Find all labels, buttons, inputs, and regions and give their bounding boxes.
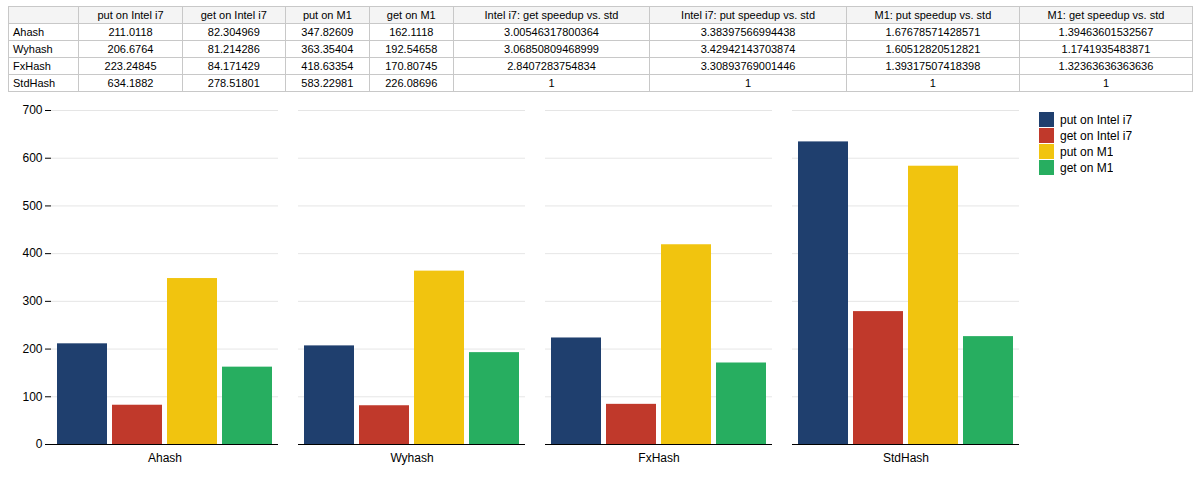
html-text:M1: put speedup vs. std: M1: put speedup vs. std [874, 9, 992, 21]
html-text:206.6764: 206.6764 [107, 43, 154, 55]
html-text:1.39463601532567: 1.39463601532567 [1058, 26, 1154, 38]
html-text:put on Intel i7: put on Intel i7 [97, 9, 164, 21]
html-text:1: 1 [745, 77, 752, 89]
html-text:1: 1 [929, 77, 936, 89]
html-text:583.22981: 583.22981 [301, 77, 354, 89]
html-text:put on Intel i7: put on Intel i7 [1060, 112, 1133, 127]
html-text:3.30893769001446: 3.30893769001446 [700, 60, 796, 72]
html-text:82.304969: 82.304969 [207, 26, 260, 38]
html-text:192.54658: 192.54658 [385, 43, 438, 55]
html-text:FxHash: FxHash [13, 60, 51, 72]
svg-text:600: 600 [22, 151, 42, 165]
html-text:278.51801: 278.51801 [207, 77, 260, 89]
html-text:1.32363636363636: 1.32363636363636 [1058, 60, 1154, 72]
html-text:put on M1: put on M1 [302, 9, 352, 21]
html-text:Wyhash: Wyhash [13, 43, 53, 55]
html-text:418.63354: 418.63354 [301, 60, 354, 72]
svg-text:700: 700 [22, 103, 42, 117]
svg-text:0: 0 [36, 437, 43, 451]
html-text:3.38397566994438: 3.38397566994438 [700, 26, 796, 38]
html-text:162.1118: 162.1118 [389, 26, 434, 38]
html-text:Intel i7: put speedup vs. std: Intel i7: put speedup vs. std [681, 9, 815, 21]
html-text:1.39317507418398: 1.39317507418398 [885, 60, 981, 72]
html-text:3.06850809468999: 3.06850809468999 [504, 43, 599, 55]
html-text:put on M1: put on M1 [1060, 144, 1114, 159]
html-text:get on M1: get on M1 [386, 9, 436, 21]
html-text:84.171429: 84.171429 [207, 60, 260, 72]
html-text:223.24845: 223.24845 [104, 60, 157, 72]
html-text:get on M1: get on M1 [1060, 160, 1114, 175]
svg-text:Ahash: Ahash [148, 451, 182, 465]
html-text:363.35404: 363.35404 [301, 43, 354, 55]
html-text:1: 1 [1102, 77, 1109, 89]
svg-text:400: 400 [22, 246, 42, 260]
html-text:1: 1 [548, 77, 555, 89]
html-text:347.82609: 347.82609 [301, 26, 354, 38]
html-text:3.42942143703874: 3.42942143703874 [700, 43, 796, 55]
svg-text:300: 300 [22, 294, 42, 308]
svg-text:200: 200 [22, 342, 42, 356]
svg-text:Wyhash: Wyhash [390, 451, 433, 465]
html-text:1.1741935483871: 1.1741935483871 [1061, 43, 1151, 55]
html-text:634.1882: 634.1882 [107, 77, 154, 89]
html-text:get on Intel i7: get on Intel i7 [1060, 128, 1133, 143]
html-text:170.80745: 170.80745 [385, 60, 438, 72]
svg-text:100: 100 [22, 390, 42, 404]
svg-text:FxHash: FxHash [638, 451, 679, 465]
html-text:1.67678571428571: 1.67678571428571 [885, 26, 981, 38]
html-text:M1: get speedup vs. std: M1: get speedup vs. std [1047, 9, 1165, 21]
html-text:81.214286: 81.214286 [207, 43, 260, 55]
html-text:3.00546317800364: 3.00546317800364 [504, 26, 599, 38]
html-text:226.08696: 226.08696 [385, 77, 438, 89]
html-text:get on Intel i7: get on Intel i7 [200, 9, 267, 21]
svg-text:StdHash: StdHash [883, 451, 929, 465]
html-text:211.0118: 211.0118 [108, 26, 153, 38]
html-text:2.8407283754834: 2.8407283754834 [507, 60, 596, 72]
html-text:Ahash: Ahash [13, 26, 45, 38]
html-text:1.60512820512821: 1.60512820512821 [885, 43, 981, 55]
html-text:StdHash: StdHash [13, 77, 56, 89]
svg-text:500: 500 [22, 199, 42, 213]
html-text:Intel i7: get speedup vs. std: Intel i7: get speedup vs. std [484, 9, 619, 21]
